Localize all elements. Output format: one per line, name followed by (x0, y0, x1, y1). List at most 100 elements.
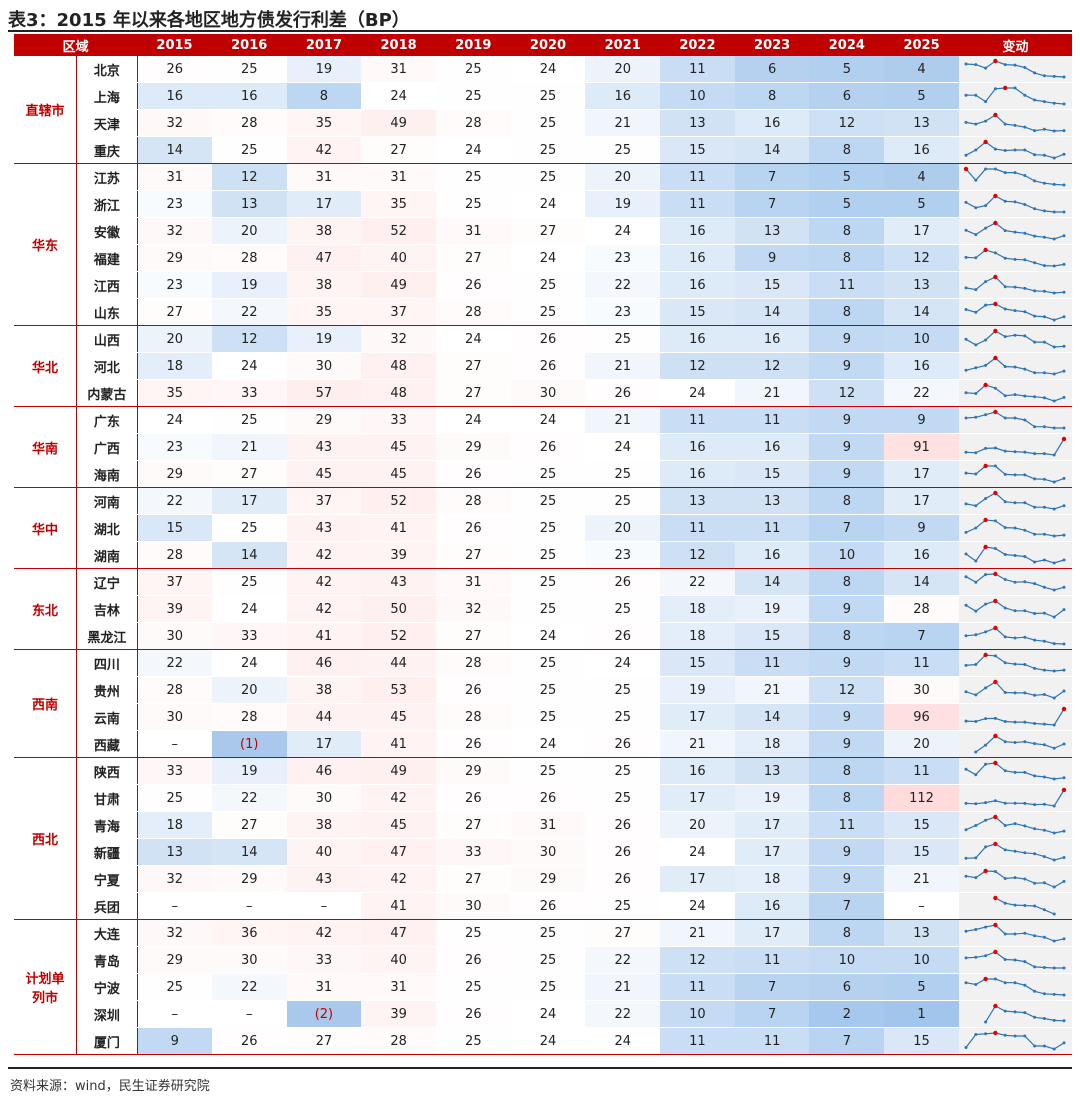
sparkline-point (1043, 743, 1047, 747)
spread-cell: 25 (435, 56, 511, 83)
sparkline-point (1033, 505, 1037, 509)
sparkline-point (1013, 230, 1017, 234)
sparkline-point (1033, 477, 1037, 481)
sparkline-chart (964, 571, 1066, 592)
spread-cell: – (286, 892, 362, 920)
sparkline-point (1053, 777, 1057, 781)
sparkline-point (1033, 989, 1037, 993)
table-row: 贵州 28 20 38 53 26 25 25 19 21 12 30 (14, 676, 1072, 704)
spread-cell: 11 (884, 757, 959, 785)
sparkline-line (975, 735, 1065, 753)
spread-cell: 27 (137, 298, 212, 326)
sparkline-point (1004, 256, 1008, 260)
sparkline-point (1062, 993, 1066, 997)
spread-cell: 25 (510, 568, 586, 596)
sparkline-point (974, 983, 978, 986)
sparkline-max-point (993, 490, 999, 496)
spread-cell: 30 (137, 703, 212, 731)
sparkline-point (974, 256, 978, 260)
header-year: 2021 (585, 34, 661, 56)
spread-cell: 32 (137, 865, 212, 893)
sparkline-point (1062, 879, 1066, 883)
spread-cell: 13 (660, 487, 735, 515)
sparkline-point (1043, 722, 1047, 726)
sparkline-point (1062, 315, 1066, 319)
sparkline-point (1013, 285, 1017, 289)
spread-cell: 30 (510, 379, 586, 407)
sparkline-point (1013, 1034, 1017, 1038)
sparkline-point (1033, 827, 1037, 831)
spread-cell: 25 (510, 757, 586, 785)
sparkline-point (984, 845, 988, 849)
spread-cell: 14 (734, 136, 810, 164)
sparkline-max-point (983, 868, 989, 874)
spread-cell: 20 (585, 514, 661, 542)
sparkline-point (974, 609, 978, 613)
spread-cell: 31 (361, 56, 436, 83)
sparkline-point (1033, 153, 1037, 157)
sparkline-point (1004, 1033, 1008, 1037)
change-sparkline (958, 1027, 1072, 1055)
sparkline-max-point (993, 220, 999, 226)
sparkline-point (964, 368, 968, 372)
spread-cell: – (137, 730, 212, 758)
sparkline-point (964, 663, 968, 667)
header-year: 2017 (286, 34, 362, 56)
table-row: 青海 18 27 38 45 27 31 26 20 17 11 15 (14, 811, 1072, 839)
sparkline-point (1043, 966, 1047, 969)
spread-cell: 21 (585, 352, 661, 380)
header-year: 2020 (510, 34, 586, 56)
sparkline-point (1033, 1044, 1037, 1048)
spread-cell: 31 (361, 973, 436, 1001)
spread-cell: 27 (510, 217, 586, 245)
spread-cell: 21 (734, 379, 810, 407)
sparkline-point (984, 1032, 988, 1036)
spread-cell: 29 (435, 757, 511, 785)
sparkline-point (1033, 904, 1037, 908)
sparkline-point (974, 526, 978, 530)
sparkline-point (1004, 824, 1008, 827)
change-sparkline (958, 703, 1072, 731)
spread-cell: 37 (286, 487, 362, 515)
sparkline-point (1023, 125, 1027, 129)
sparkline-chart (964, 193, 1066, 214)
table-row: 深圳 – – (2) 39 26 24 22 10 7 2 1 (14, 1000, 1072, 1028)
sparkline-point (1053, 746, 1057, 750)
spread-cell: – (211, 1000, 287, 1028)
table-row: 兵团 – – –41 30 26 25 24 16 7– (14, 892, 1072, 920)
spread-cell: 23 (585, 244, 661, 272)
sparkline-max-point (993, 841, 999, 847)
sparkline-max-point (1062, 787, 1067, 793)
spread-cell: 26 (510, 433, 586, 461)
spread-cell: 25 (585, 757, 661, 785)
sparkline-point (1023, 66, 1027, 69)
spread-cell: 22 (585, 1000, 661, 1028)
change-sparkline (958, 541, 1072, 569)
sparkline-max-point (993, 274, 999, 280)
sparkline-line (966, 411, 1065, 429)
sparkline-point (1013, 720, 1017, 724)
change-sparkline (958, 892, 1072, 920)
spread-cell: 36 (211, 919, 287, 947)
sparkline-point (1033, 638, 1037, 642)
sparkline-point (1023, 203, 1027, 206)
spread-cell: 15 (884, 838, 959, 866)
spread-cell: 26 (585, 730, 661, 758)
spread-cell: 38 (286, 271, 362, 299)
spread-cell: 6 (809, 82, 885, 110)
sparkline-point (1062, 152, 1066, 156)
spread-cell: 47 (361, 919, 436, 947)
sparkline-point (1053, 642, 1057, 646)
spread-cell: 12 (660, 946, 735, 974)
spread-cell: 27 (211, 811, 287, 839)
sparkline-point (984, 954, 988, 958)
sparkline-chart (964, 112, 1066, 133)
table-row: 云南 30 28 44 45 28 25 25 17 14 9 96 (14, 703, 1072, 731)
header-year: 2024 (809, 34, 885, 56)
sparkline-point (1043, 585, 1047, 589)
change-sparkline (958, 919, 1072, 947)
spread-cell: 42 (286, 595, 362, 623)
sparkline-point (974, 206, 978, 210)
spread-cell: 30 (435, 892, 511, 920)
spread-cell: 25 (510, 676, 586, 704)
